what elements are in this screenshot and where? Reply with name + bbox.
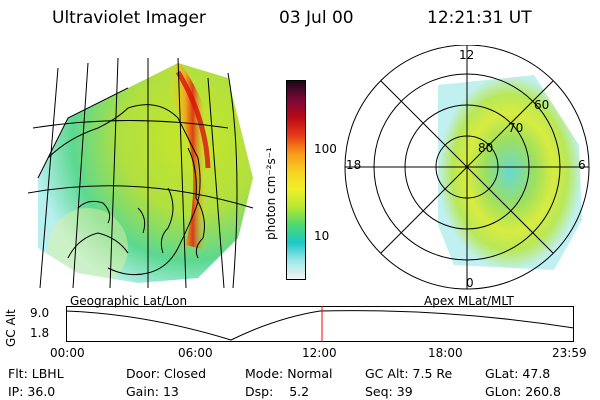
info-ip: IP: 36.0 (8, 384, 56, 399)
mlt-label-6: 6 (578, 158, 586, 172)
colorbar-tick-100: 100 (314, 142, 337, 156)
geo-caption: Geographic Lat/Lon (70, 294, 188, 308)
header-time: 12:21:31 UT (427, 8, 532, 28)
info-glat: GLat: 47.8 (485, 366, 551, 381)
xtick-1200: 12:00 (302, 346, 337, 360)
mlt-label-12: 12 (459, 48, 475, 62)
polar-image (344, 45, 590, 290)
info-gain: Gain: 13 (126, 384, 179, 399)
altitude-ylabel: GC Alt (4, 309, 18, 347)
colorbar (286, 80, 306, 280)
geographic-image (28, 58, 254, 289)
altitude-plot (66, 306, 574, 342)
xtick-0000: 00:00 (50, 346, 85, 360)
info-seq: Seq: 39 (365, 384, 413, 399)
lat-label-60: 60 (534, 98, 550, 112)
info-gc-alt: GC Alt: 7.5 Re (365, 366, 453, 381)
altitude-ytick-max: 9.0 (30, 306, 50, 320)
info-dsp: Dsp: 5.2 (245, 384, 310, 399)
lat-label-70: 70 (508, 121, 524, 135)
info-glon: GLon: 260.8 (485, 384, 561, 399)
info-mode: Mode: Normal (245, 366, 333, 381)
mlt-label-0: 0 (466, 276, 474, 290)
info-door: Door: Closed (126, 366, 207, 381)
lat-label-80: 80 (478, 141, 494, 155)
colorbar-tick-10: 10 (314, 229, 330, 243)
info-flt: Flt: LBHL (8, 366, 64, 381)
mlt-label-18: 18 (346, 158, 362, 172)
app-title: Ultraviolet Imager (52, 8, 206, 28)
colorbar-label: photon cm⁻²s⁻¹ (264, 147, 278, 240)
altitude-ytick-min: 1.8 (30, 326, 50, 340)
xtick-2359: 23:59 (552, 346, 587, 360)
xtick-1800: 18:00 (428, 346, 463, 360)
polar-caption: Apex MLat/MLT (424, 294, 514, 308)
header-date: 03 Jul 00 (279, 8, 354, 28)
xtick-0600: 06:00 (178, 346, 213, 360)
